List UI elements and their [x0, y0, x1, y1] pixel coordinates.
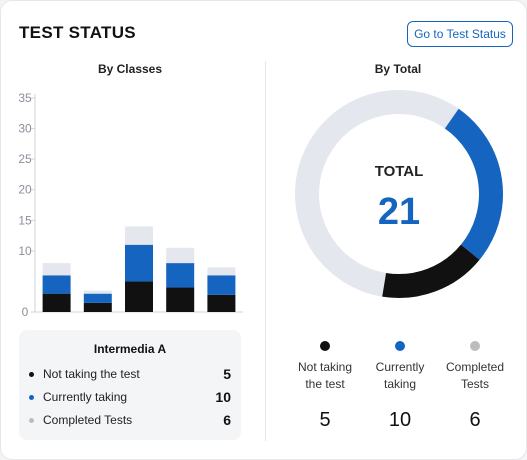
legend-label-currently: Currently taking	[43, 390, 128, 404]
bar-segment-completed	[125, 226, 153, 245]
class-name: Intermedia A	[93, 342, 167, 356]
page-title: TEST STATUS	[19, 23, 136, 42]
y-tick-label: 0	[22, 305, 29, 319]
by-total-donut-chart: TOTAL 21	[295, 90, 503, 298]
donut-center-label: TOTAL	[375, 163, 424, 180]
legend-value-currently: 10	[215, 389, 231, 405]
legend-value-not-taking: 5	[223, 366, 231, 382]
legend-label-not-taking: Not taking the test	[43, 367, 140, 381]
legend-row-completed: Completed Tests 6	[29, 411, 231, 429]
y-tick-label: 15	[18, 213, 32, 227]
total-label-line1: Completed	[445, 360, 505, 374]
y-tick-label: 20	[18, 183, 32, 197]
bar-segment-not-taking	[166, 287, 195, 312]
bar-segment-currently-taking	[166, 263, 195, 288]
bar-segment-completed	[207, 267, 236, 276]
total-value-not-taking: 5	[319, 409, 331, 431]
bar-segment-currently-taking	[83, 293, 112, 303]
currently-taking-dot	[395, 341, 405, 351]
bar-segment-currently-taking	[125, 244, 153, 282]
legend-label-completed: Completed Tests	[43, 413, 133, 427]
total-label-line2: taking	[383, 377, 417, 391]
bar-segment-currently-taking	[42, 275, 71, 294]
by-total-title: By Total	[374, 62, 422, 76]
donut-segment-currently-taking	[444, 108, 503, 260]
legend-row-not-taking: Not taking the test 5	[29, 365, 231, 383]
legend-row-currently: Currently taking 10	[29, 388, 231, 406]
y-tick-label: 10	[18, 244, 32, 258]
total-label-completed: Completed Tests	[437, 359, 513, 393]
total-completed: Completed Tests 6	[437, 341, 513, 432]
not-taking-dot	[29, 371, 34, 377]
total-label-line1: Not taking	[297, 360, 353, 374]
total-label-line2: Tests	[460, 377, 489, 391]
total-not-taking: Not taking the test 5	[287, 341, 363, 432]
bar-segment-not-taking	[207, 294, 236, 312]
currently-taking-dot	[29, 394, 34, 400]
total-currently: Currently taking 10	[362, 341, 438, 432]
by-classes-title: By Classes	[97, 62, 163, 76]
bar-segment-completed	[83, 290, 112, 294]
section-divider	[265, 61, 266, 441]
completed-dot	[470, 341, 480, 351]
total-value-currently: 10	[388, 409, 412, 431]
total-value-completed: 6	[469, 409, 481, 431]
bar-segment-not-taking	[83, 302, 112, 312]
bar-segment-completed	[166, 247, 195, 264]
y-tick-label: 30	[18, 122, 32, 136]
not-taking-dot	[320, 341, 330, 351]
total-label-currently: Currently taking	[362, 359, 438, 393]
bar-segment-not-taking	[42, 293, 71, 312]
by-classes-bar-chart: 0 10 15 20 25 30 35	[18, 91, 243, 319]
completed-dot	[29, 417, 34, 423]
bar-segment-not-taking	[125, 281, 153, 312]
donut-center-value: 21	[378, 191, 420, 233]
donut-segment-not-taking	[382, 244, 480, 298]
bar-segment-currently-taking	[207, 275, 236, 295]
class-legend-panel: Intermedia A Not taking the test 5 Curre…	[19, 330, 241, 440]
y-tick-label: 25	[18, 152, 32, 166]
y-tick-label: 35	[18, 91, 32, 105]
bar-segment-completed	[42, 263, 71, 276]
legend-value-completed: 6	[223, 412, 231, 428]
total-label-line1: Currently	[375, 360, 425, 374]
total-label-line2: the test	[305, 377, 345, 391]
total-label-not-taking: Not taking the test	[287, 359, 363, 393]
go-to-test-status-button[interactable]: Go to Test Status	[407, 21, 513, 47]
